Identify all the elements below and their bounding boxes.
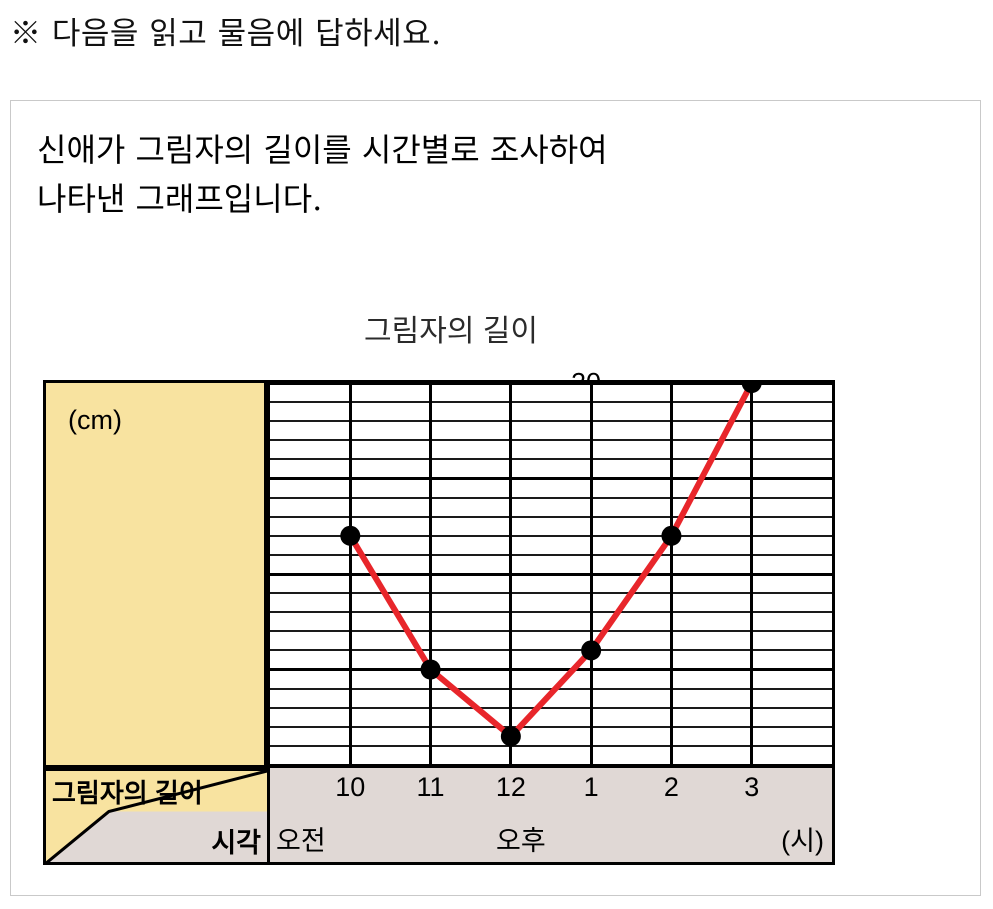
grid-line-horizontal [270, 611, 832, 614]
instruction-text: ※ 다음을 읽고 물음에 답하세요. [10, 16, 442, 52]
x-axis-tick-label: 11 [416, 772, 445, 802]
x-axis-am-label: 오전 [276, 826, 326, 856]
grid-line-horizontal [270, 687, 832, 690]
data-point-marker [661, 525, 682, 546]
x-axis-tick-label: 10 [335, 772, 366, 802]
grid-line-vertical [348, 383, 352, 765]
problem-stem: 신애가 그림자의 길이를 시간별로 조사하여 나타낸 그래프입니다. [37, 126, 937, 223]
grid-line-horizontal [270, 401, 832, 404]
data-point-marker [340, 525, 361, 546]
corner-diagonal-divider [46, 771, 267, 862]
legend-corner-cell: 그림자의 길이 시각 [43, 768, 267, 865]
grid-line-horizontal [270, 649, 832, 652]
x-axis-tick-label: 1 [583, 772, 599, 802]
grid-line-vertical [589, 383, 593, 765]
x-axis-unit-label: (시) [781, 826, 824, 856]
grid-line-horizontal [270, 458, 832, 461]
x-axis-pm-label: 오후 [496, 826, 546, 856]
stem-line-1: 신애가 그림자의 길이를 시간별로 조사하여 [37, 131, 608, 169]
y-axis-panel: (cm) [43, 380, 267, 768]
plot-area [267, 380, 835, 768]
data-point-marker [500, 726, 521, 747]
legend-col-label: 시각 [211, 828, 261, 858]
y-axis-unit-label: (cm) [68, 405, 122, 435]
grid-line-horizontal [270, 744, 832, 747]
grid-line-horizontal [270, 630, 832, 633]
grid-line-horizontal [270, 763, 832, 765]
grid-line-horizontal [270, 592, 832, 595]
grid-line-vertical [750, 383, 754, 765]
legend-row-label: 그림자의 길이 [52, 778, 203, 808]
grid-line-horizontal [270, 383, 832, 385]
grid-line-horizontal [270, 668, 832, 671]
grid-line-horizontal [270, 572, 832, 576]
series-line [347, 383, 755, 740]
grid-line-vertical [429, 383, 433, 765]
grid-layer [270, 383, 832, 765]
problem-card: 신애가 그림자의 길이를 시간별로 조사하여 나타낸 그래프입니다. 그림자의 … [10, 100, 981, 896]
grid-line-horizontal [270, 706, 832, 709]
x-axis-tick-label: 3 [744, 772, 760, 802]
x-axis-strip: 10 11 12 1 2 3 오전 오후 (시) [267, 768, 835, 865]
series-layer [340, 383, 762, 747]
chart-title: 그림자의 길이 [364, 315, 538, 348]
grid-line-horizontal [270, 553, 832, 556]
grid-line-horizontal [270, 534, 832, 537]
stem-line-2: 나타낸 그래프입니다. [37, 179, 323, 218]
grid-line-vertical [669, 383, 673, 765]
grid-line-horizontal [270, 477, 832, 480]
grid-line-horizontal [270, 439, 832, 442]
x-axis-tick-label: 12 [495, 772, 526, 802]
grid-line-vertical [509, 383, 513, 765]
grid-line-horizontal [270, 725, 832, 728]
data-point-marker [581, 640, 602, 661]
data-point-marker [420, 659, 441, 680]
x-axis-tick-label: 2 [663, 772, 679, 802]
grid-line-horizontal [270, 496, 832, 499]
data-point-marker [741, 383, 762, 393]
grid-line-horizontal [270, 515, 832, 518]
grid-line-horizontal [270, 420, 832, 423]
